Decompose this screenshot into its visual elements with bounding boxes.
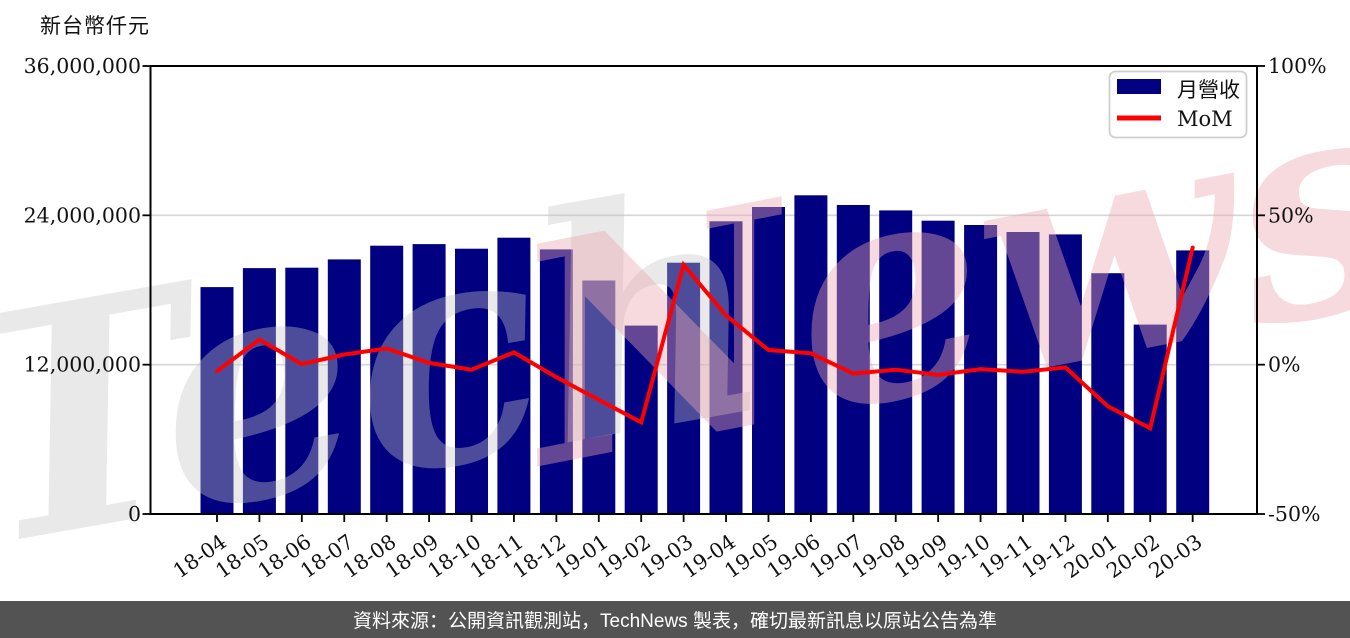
y-left-tick-label: 36,000,000 [24,54,141,78]
source-text: 資料來源：公開資訊觀測站，TechNews 製表，確切最新訊息以原站公告為準 [353,611,997,632]
bar-19-01 [582,280,616,514]
y-right-tick-label: -50% [1268,502,1321,526]
y-left-tick-label: 12,000,000 [24,353,141,377]
bar-19-09 [921,220,955,514]
legend: 月營收 MoM [1108,70,1248,139]
bar-19-04 [709,221,743,515]
bar-18-11 [497,237,531,514]
bar-18-09 [412,244,446,514]
bar-18-06 [285,267,319,514]
bar-18-08 [370,245,404,514]
y-left-tick-label: 0 [128,502,141,526]
bar-18-05 [242,268,276,514]
y-right-tick-label: 50% [1268,203,1314,227]
bar-19-07 [836,205,870,514]
legend-label-revenue: 月營收 [1177,78,1240,102]
y-axis-unit-label: 新台幣仟元 [40,14,150,38]
plot-frame [149,65,1258,515]
revenue-mom-chart: TechNews012,000,00024,000,00036,000,000-… [0,18,1350,601]
bar-19-12 [1048,234,1082,514]
legend-bar-swatch [1117,79,1161,94]
y-left-tick-label: 24,000,000 [24,203,141,227]
bar-19-05 [752,207,785,514]
y-right-tick-label: 100% [1268,54,1327,78]
source-footer: 資料來源：公開資訊觀測站，TechNews 製表，確切最新訊息以原站公告為準 [0,601,1350,638]
bar-18-10 [455,248,488,514]
y-right-tick-label: 0% [1268,353,1301,377]
bar-19-08 [879,210,913,514]
bar-20-02 [1133,324,1167,514]
revenue-bars [200,195,1210,515]
legend-label-mom: MoM [1177,107,1233,131]
bar-18-07 [327,259,361,514]
mom-line [215,245,1195,432]
bar-18-04 [200,287,234,514]
